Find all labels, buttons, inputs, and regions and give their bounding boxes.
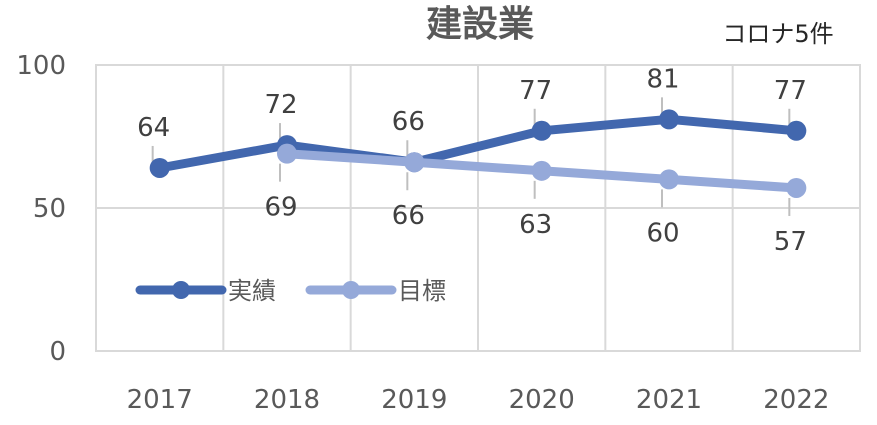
x-tick-label: 2020	[509, 385, 575, 415]
data-label: 72	[264, 90, 297, 120]
y-tick-label: 100	[16, 51, 66, 81]
data-label: 66	[392, 201, 425, 231]
legend-label: 実績	[228, 277, 276, 305]
data-point	[531, 120, 552, 141]
series-line-1	[155, 114, 801, 173]
legend: 実績 目標	[135, 277, 446, 305]
data-label: 63	[519, 210, 552, 240]
data-point	[786, 177, 807, 198]
data-label: 64	[137, 113, 170, 143]
data-point	[149, 157, 170, 178]
x-tick-label: 2022	[763, 385, 829, 415]
legend-swatch-marker	[342, 281, 360, 299]
data-label: 77	[519, 76, 552, 106]
y-tick-label: 0	[49, 337, 66, 367]
chart-title: 建設業	[426, 4, 534, 45]
data-label: 66	[392, 107, 425, 137]
grid-lines	[95, 64, 861, 352]
legend-label: 目標	[398, 277, 446, 305]
legend-swatch-marker	[172, 281, 190, 299]
x-axis-ticks: 2017 2018 2019 2020 2021 2022	[127, 385, 830, 415]
y-axis-ticks: 0 50 100	[16, 51, 66, 367]
data-label: 57	[774, 227, 807, 257]
series-group	[149, 109, 807, 198]
data-point	[786, 120, 807, 141]
data-point	[277, 143, 297, 164]
data-point	[404, 152, 425, 173]
y-tick-label: 50	[33, 194, 66, 224]
label-leader-lines	[151, 97, 791, 216]
x-tick-label: 2021	[636, 385, 702, 415]
x-tick-label: 2018	[254, 385, 320, 415]
data-label: 69	[264, 193, 297, 223]
data-labels: 64 72 66 77 81 77 69 66 63 60 57	[137, 64, 807, 257]
x-tick-label: 2019	[381, 385, 447, 415]
data-point	[659, 169, 679, 190]
data-point	[659, 109, 679, 130]
data-point	[531, 160, 552, 181]
data-label: 60	[646, 218, 679, 248]
chart-annotation: コロナ5件	[722, 20, 833, 48]
x-tick-label: 2017	[127, 385, 193, 415]
data-label: 77	[774, 76, 807, 106]
data-label: 81	[646, 64, 679, 94]
